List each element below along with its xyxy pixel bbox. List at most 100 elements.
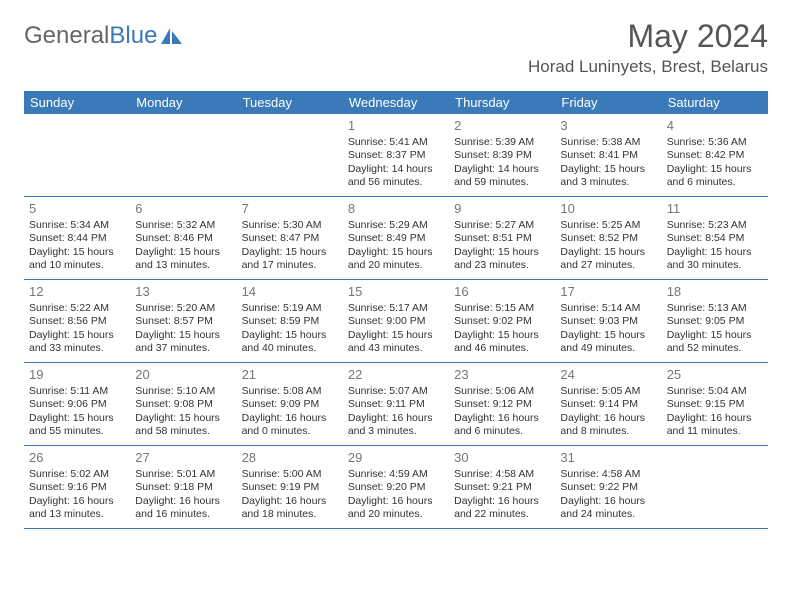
sunset-line: Sunset: 8:47 PM (242, 232, 338, 245)
daylight-line: Daylight: 15 hours and 10 minutes. (29, 246, 125, 272)
sunrise-line: Sunrise: 5:39 AM (454, 136, 550, 149)
sunrise-line: Sunrise: 5:15 AM (454, 302, 550, 315)
day-number: 13 (135, 284, 231, 300)
sunset-line: Sunset: 8:44 PM (29, 232, 125, 245)
day-cell: 30Sunrise: 4:58 AMSunset: 9:21 PMDayligh… (449, 446, 555, 528)
daylight-line: Daylight: 16 hours and 20 minutes. (348, 495, 444, 521)
empty-cell (24, 114, 130, 196)
day-number: 4 (667, 118, 763, 134)
sunset-line: Sunset: 9:06 PM (29, 398, 125, 411)
day-cell: 4 Sunrise: 5:36 AMSunset: 8:42 PMDaylight… (662, 114, 768, 196)
sunset-line: Sunset: 9:12 PM (454, 398, 550, 411)
day-number: 31 (560, 450, 656, 466)
day-number: 20 (135, 367, 231, 383)
daylight-line: Daylight: 16 hours and 22 minutes. (454, 495, 550, 521)
title-block: May 2024 Horad Luninyets, Brest, Belarus (528, 18, 768, 77)
sunset-line: Sunset: 9:21 PM (454, 481, 550, 494)
daylight-line: Daylight: 15 hours and 3 minutes. (560, 163, 656, 189)
logo-word-blue: Blue (109, 22, 157, 49)
weeks-container: 1Sunrise: 5:41 AMSunset: 8:37 PMDaylight… (24, 114, 768, 529)
day-number: 26 (29, 450, 125, 466)
daylight-line: Daylight: 16 hours and 24 minutes. (560, 495, 656, 521)
day-cell: 21Sunrise: 5:08 AMSunset: 9:09 PMDayligh… (237, 363, 343, 445)
sunset-line: Sunset: 8:52 PM (560, 232, 656, 245)
sunrise-line: Sunrise: 5:22 AM (29, 302, 125, 315)
day-number: 25 (667, 367, 763, 383)
sunrise-line: Sunrise: 5:17 AM (348, 302, 444, 315)
day-cell: 15Sunrise: 5:17 AMSunset: 9:00 PMDayligh… (343, 280, 449, 362)
sunrise-line: Sunrise: 5:11 AM (29, 385, 125, 398)
week-row: 1Sunrise: 5:41 AMSunset: 8:37 PMDaylight… (24, 114, 768, 197)
daylight-line: Daylight: 15 hours and 27 minutes. (560, 246, 656, 272)
daylight-line: Daylight: 15 hours and 55 minutes. (29, 412, 125, 438)
empty-cell (130, 114, 236, 196)
day-number: 24 (560, 367, 656, 383)
sunrise-line: Sunrise: 5:01 AM (135, 468, 231, 481)
daylight-line: Daylight: 16 hours and 8 minutes. (560, 412, 656, 438)
sunset-line: Sunset: 9:14 PM (560, 398, 656, 411)
day-number: 12 (29, 284, 125, 300)
day-cell: 22Sunrise: 5:07 AMSunset: 9:11 PMDayligh… (343, 363, 449, 445)
daylight-line: Daylight: 16 hours and 11 minutes. (667, 412, 763, 438)
sunset-line: Sunset: 9:05 PM (667, 315, 763, 328)
daylight-line: Daylight: 15 hours and 13 minutes. (135, 246, 231, 272)
week-row: 26Sunrise: 5:02 AMSunset: 9:16 PMDayligh… (24, 446, 768, 529)
sunrise-line: Sunrise: 5:00 AM (242, 468, 338, 481)
sunrise-line: Sunrise: 5:20 AM (135, 302, 231, 315)
week-row: 12Sunrise: 5:22 AMSunset: 8:56 PMDayligh… (24, 280, 768, 363)
sunrise-line: Sunrise: 5:25 AM (560, 219, 656, 232)
sunset-line: Sunset: 8:42 PM (667, 149, 763, 162)
sunset-line: Sunset: 8:59 PM (242, 315, 338, 328)
day-cell: 12Sunrise: 5:22 AMSunset: 8:56 PMDayligh… (24, 280, 130, 362)
empty-cell (237, 114, 343, 196)
sunrise-line: Sunrise: 4:58 AM (560, 468, 656, 481)
sunset-line: Sunset: 9:15 PM (667, 398, 763, 411)
daylight-line: Daylight: 15 hours and 6 minutes. (667, 163, 763, 189)
daylight-line: Daylight: 15 hours and 40 minutes. (242, 329, 338, 355)
location: Horad Luninyets, Brest, Belarus (528, 57, 768, 77)
daylight-line: Daylight: 14 hours and 59 minutes. (454, 163, 550, 189)
sail-icon (161, 28, 183, 44)
sunrise-line: Sunrise: 5:04 AM (667, 385, 763, 398)
sunrise-line: Sunrise: 5:38 AM (560, 136, 656, 149)
sunrise-line: Sunrise: 5:23 AM (667, 219, 763, 232)
daylight-line: Daylight: 15 hours and 43 minutes. (348, 329, 444, 355)
day-number: 1 (348, 118, 444, 134)
daylight-line: Daylight: 15 hours and 52 minutes. (667, 329, 763, 355)
sunrise-line: Sunrise: 5:14 AM (560, 302, 656, 315)
day-number: 29 (348, 450, 444, 466)
sunset-line: Sunset: 9:22 PM (560, 481, 656, 494)
sunset-line: Sunset: 9:09 PM (242, 398, 338, 411)
page: GeneralBlue May 2024 Horad Luninyets, Br… (0, 0, 792, 529)
sunrise-line: Sunrise: 5:36 AM (667, 136, 763, 149)
day-number: 9 (454, 201, 550, 217)
dow-row: SundayMondayTuesdayWednesdayThursdayFrid… (24, 91, 768, 114)
sunrise-line: Sunrise: 5:27 AM (454, 219, 550, 232)
sunrise-line: Sunrise: 5:34 AM (29, 219, 125, 232)
sunrise-line: Sunrise: 5:06 AM (454, 385, 550, 398)
sunrise-line: Sunrise: 5:10 AM (135, 385, 231, 398)
day-number: 5 (29, 201, 125, 217)
day-cell: 27Sunrise: 5:01 AMSunset: 9:18 PMDayligh… (130, 446, 236, 528)
day-cell: 20Sunrise: 5:10 AMSunset: 9:08 PMDayligh… (130, 363, 236, 445)
day-cell: 24Sunrise: 5:05 AMSunset: 9:14 PMDayligh… (555, 363, 661, 445)
day-cell: 31 Sunrise: 4:58 AMSunset: 9:22 PMDayligh… (555, 446, 661, 528)
daylight-line: Daylight: 16 hours and 6 minutes. (454, 412, 550, 438)
sunrise-line: Sunrise: 4:58 AM (454, 468, 550, 481)
day-number: 3 (560, 118, 656, 134)
day-number: 2 (454, 118, 550, 134)
day-cell: 3 Sunrise: 5:38 AMSunset: 8:41 PMDaylight… (555, 114, 661, 196)
day-number: 6 (135, 201, 231, 217)
day-number: 10 (560, 201, 656, 217)
dow-header: Monday (130, 91, 236, 114)
sunset-line: Sunset: 9:18 PM (135, 481, 231, 494)
sunset-line: Sunset: 8:51 PM (454, 232, 550, 245)
sunset-line: Sunset: 8:41 PM (560, 149, 656, 162)
day-number: 17 (560, 284, 656, 300)
day-cell: 1Sunrise: 5:41 AMSunset: 8:37 PMDaylight… (343, 114, 449, 196)
sunset-line: Sunset: 8:57 PM (135, 315, 231, 328)
week-row: 5Sunrise: 5:34 AMSunset: 8:44 PMDaylight… (24, 197, 768, 280)
day-number: 18 (667, 284, 763, 300)
day-number: 14 (242, 284, 338, 300)
day-cell: 13Sunrise: 5:20 AMSunset: 8:57 PMDayligh… (130, 280, 236, 362)
